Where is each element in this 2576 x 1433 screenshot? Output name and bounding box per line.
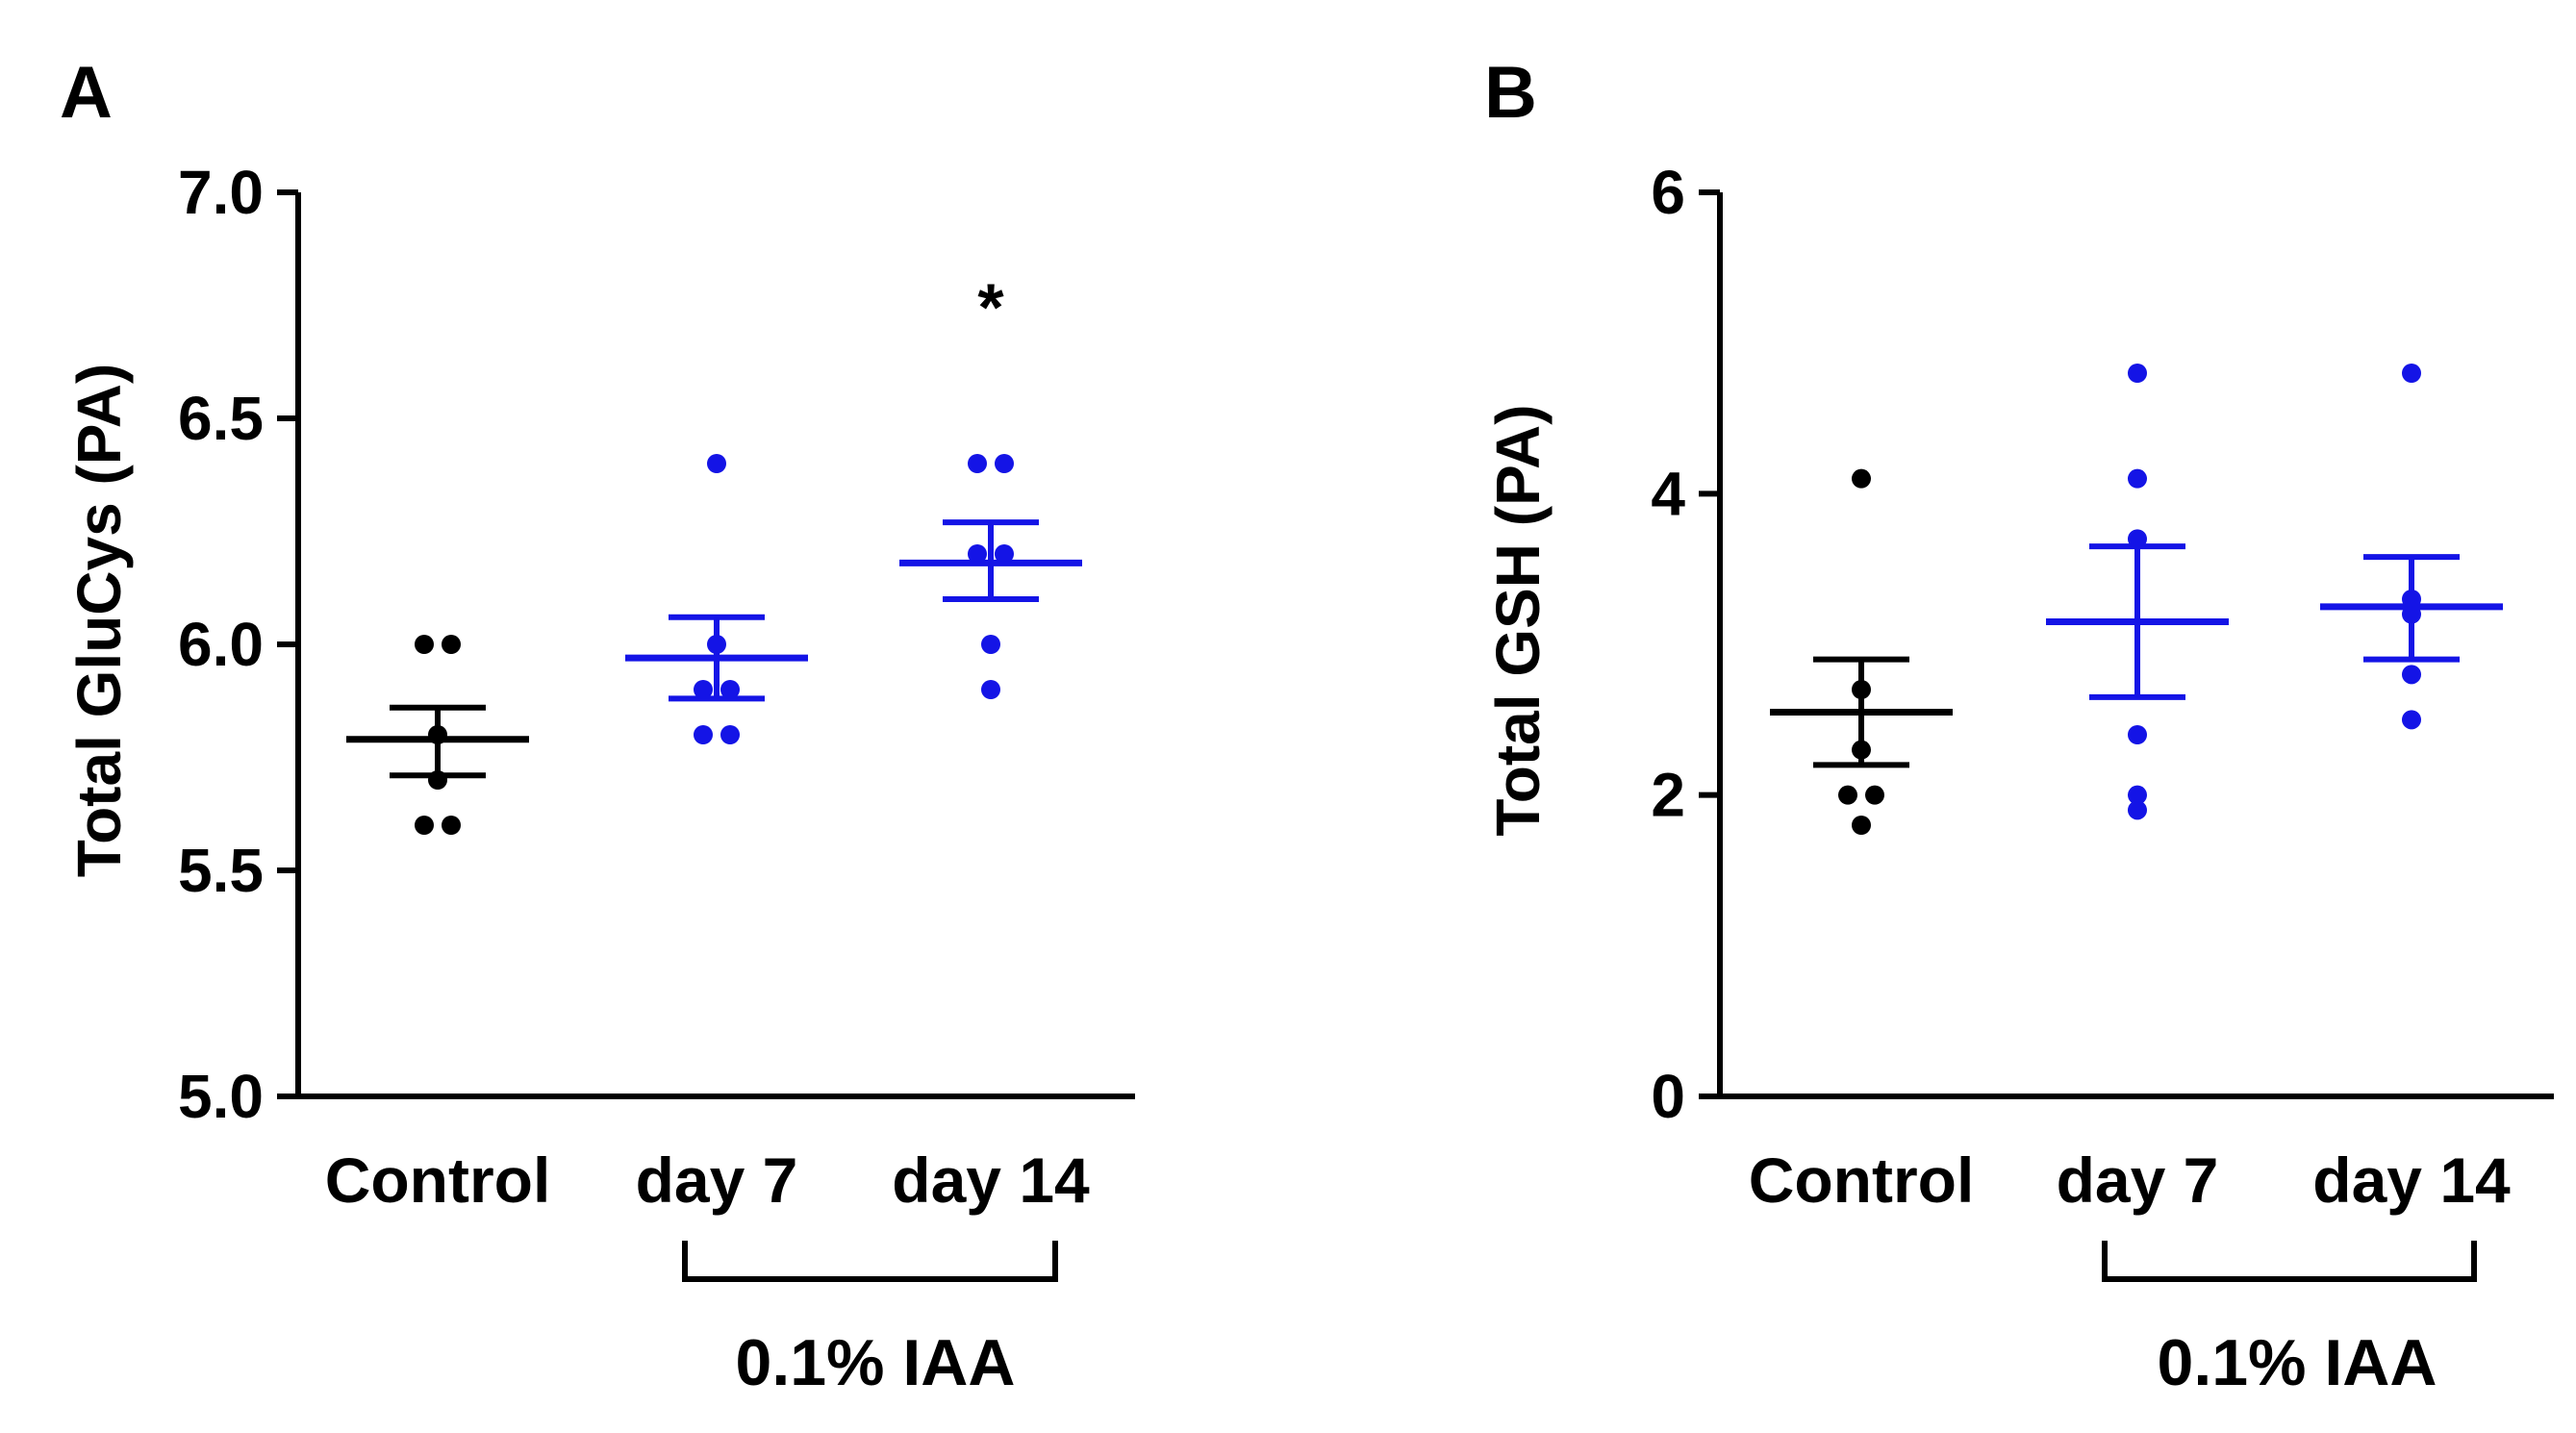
- x-tick-label: Control: [1749, 1144, 1975, 1216]
- series-day-7: [625, 454, 808, 744]
- data-point: [1838, 785, 1857, 805]
- x-tick-label: day 7: [2057, 1144, 2219, 1216]
- y-tick-label: 6.5: [178, 384, 264, 453]
- y-tick-label: 2: [1651, 761, 1685, 830]
- data-point: [442, 816, 461, 835]
- data-point: [968, 544, 987, 564]
- series-day-14: [2320, 364, 2503, 730]
- group-bracket: [682, 1241, 1058, 1282]
- x-tick-label: day 7: [636, 1144, 798, 1216]
- data-point: [2402, 364, 2421, 383]
- y-tick-label: 0: [1651, 1062, 1685, 1131]
- data-point: [720, 680, 740, 699]
- data-point: [2128, 364, 2147, 383]
- data-point: [995, 544, 1014, 564]
- y-tick-label: 5.5: [178, 836, 264, 905]
- y-tick-label: 5.0: [178, 1062, 264, 1131]
- y-tick-label: 4: [1651, 459, 1685, 528]
- panel-b: B Total GSH (PA) 0.1% IAA 0 2 4 6 Control day…: [1483, 52, 2554, 1399]
- data-point: [415, 635, 434, 654]
- data-point: [2128, 800, 2147, 820]
- series-day-14: [899, 454, 1082, 699]
- data-point: [995, 454, 1014, 473]
- y-axis-label: Total GluCys (PA): [64, 364, 134, 878]
- data-point: [1852, 468, 1871, 489]
- series-control: [346, 635, 529, 835]
- data-point: [415, 816, 434, 835]
- y-tick-label: 6: [1651, 158, 1685, 227]
- data-point: [2128, 785, 2147, 805]
- data-point: [2128, 468, 2147, 489]
- data-point: [720, 725, 740, 744]
- y-axis-label: Total GSH (PA): [1483, 404, 1553, 836]
- group-bracket: [2102, 1241, 2477, 1282]
- group-bracket-label: 0.1% IAA: [2158, 1326, 2437, 1399]
- series-day-7: [2046, 364, 2229, 820]
- data-point: [2402, 665, 2421, 685]
- data-point: [981, 635, 1000, 654]
- group-bracket-label: 0.1% IAA: [736, 1326, 1016, 1399]
- panel-label: A: [60, 52, 113, 134]
- data-point: [694, 680, 713, 699]
- x-tick-label: Control: [325, 1144, 551, 1216]
- data-point: [981, 680, 1000, 699]
- significance-marker: *: [977, 269, 1004, 344]
- data-point: [442, 635, 461, 654]
- x-tick-label: day 14: [2312, 1144, 2511, 1216]
- y-tick-label: 6.0: [178, 610, 264, 679]
- x-tick-label: day 14: [892, 1144, 1090, 1216]
- data-point: [707, 454, 726, 473]
- data-point: [694, 725, 713, 744]
- data-point: [2128, 725, 2147, 744]
- data-point: [1865, 785, 1884, 805]
- series-control: [1770, 468, 1953, 835]
- panel-a: A Total GluCys (PA) 0.1% IAA 5.0 5.5 6.0 6.…: [60, 52, 1135, 1399]
- panel-label: B: [1484, 52, 1537, 134]
- y-tick-label: 7.0: [178, 158, 264, 227]
- data-point: [1852, 816, 1871, 835]
- data-point: [968, 454, 987, 473]
- data-point: [2402, 710, 2421, 730]
